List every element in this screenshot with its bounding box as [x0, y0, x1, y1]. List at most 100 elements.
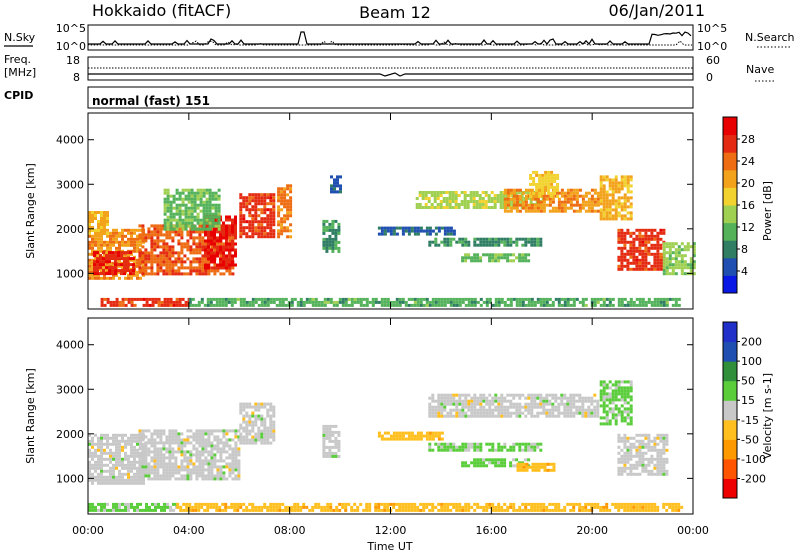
- power-cell: [171, 230, 175, 234]
- power-cell: [177, 242, 181, 246]
- power-cell: [257, 235, 261, 239]
- power-cell: [674, 263, 678, 267]
- power-cell: [224, 300, 228, 304]
- power-cell: [169, 300, 173, 304]
- power-cell: [283, 226, 287, 230]
- power-cell: [257, 229, 261, 233]
- power-cell: [635, 297, 639, 301]
- velocity-cell: [599, 395, 603, 399]
- power-cell: [563, 300, 567, 304]
- velocity-cell: [551, 396, 555, 400]
- velocity-cell: [464, 405, 468, 409]
- velocity-cell: [207, 459, 211, 463]
- velocity-cell: [201, 447, 205, 451]
- power-cell: [587, 203, 591, 207]
- power-cell: [623, 243, 627, 247]
- power-cell: [88, 273, 91, 277]
- power-cell: [88, 214, 91, 217]
- velocity-cell: [198, 441, 202, 445]
- velocity-cell: [138, 447, 142, 451]
- power-cell: [434, 237, 438, 241]
- velocity-cell: [94, 454, 97, 458]
- velocity-cell: [118, 481, 121, 485]
- power-cell: [111, 269, 114, 273]
- power-cell: [475, 191, 479, 194]
- power-cell: [665, 251, 669, 255]
- power-cell: [234, 242, 237, 246]
- velocity-cell: [225, 444, 229, 448]
- velocity-cell: [245, 411, 249, 415]
- power-cell: [401, 232, 405, 236]
- power-cell: [629, 231, 633, 235]
- power-cell: [210, 251, 213, 255]
- velocity-cell: [207, 450, 211, 454]
- power-cell: [153, 233, 157, 237]
- power-cell: [677, 254, 681, 258]
- power-cell: [260, 297, 264, 301]
- power-cell: [219, 236, 222, 240]
- velocity-cell: [488, 399, 492, 403]
- power-cell: [380, 303, 384, 307]
- velocity-cell: [557, 502, 561, 506]
- velocity-cell: [168, 453, 172, 457]
- power-cell: [445, 191, 449, 194]
- velocity-cell: [106, 433, 109, 437]
- velocity-cell: [437, 442, 441, 446]
- velocity-cell: [145, 508, 148, 512]
- velocity-cell: [392, 431, 396, 435]
- power-cell: [219, 266, 222, 270]
- velocity-cell: [449, 442, 453, 446]
- velocity-cell: [531, 468, 535, 472]
- power-cell: [614, 184, 618, 188]
- velocity-region: [176, 502, 684, 512]
- velocity-cell: [479, 414, 483, 418]
- power-cell: [515, 297, 519, 301]
- velocity-cell: [530, 399, 534, 403]
- velocity-cell: [195, 447, 199, 451]
- power-cell: [328, 246, 332, 250]
- power-cell: [334, 231, 338, 235]
- power-cell: [190, 194, 194, 198]
- power-cell: [575, 200, 579, 204]
- velocity-cell: [106, 439, 109, 443]
- velocity-cell: [531, 465, 535, 469]
- power-cell: [239, 193, 243, 197]
- velocity-cell: [644, 505, 648, 509]
- power-cell: [413, 303, 417, 307]
- power-cell: [541, 173, 545, 177]
- velocity-cell: [404, 502, 408, 506]
- power-cell: [563, 203, 567, 207]
- power-cell: [683, 260, 687, 264]
- power-cell: [449, 303, 453, 307]
- velocity-cell: [100, 451, 103, 455]
- velocity-cell: [266, 402, 270, 406]
- power-cell: [493, 194, 497, 197]
- power-cell: [383, 303, 387, 307]
- velocity-cell: [443, 393, 447, 397]
- velocity-cell: [133, 505, 136, 509]
- power-cell: [269, 214, 273, 218]
- velocity-cell: [491, 402, 495, 406]
- velocity-cell: [186, 441, 190, 445]
- power-cell: [187, 200, 191, 204]
- power-cell: [668, 242, 672, 246]
- velocity-cell: [515, 442, 519, 446]
- power-cell: [557, 303, 561, 307]
- velocity-cell: [296, 505, 300, 509]
- power-cell: [103, 226, 106, 229]
- power-cell: [242, 217, 246, 221]
- velocity-cell: [620, 505, 624, 509]
- power-cell: [174, 272, 178, 276]
- power-cell: [184, 194, 188, 198]
- power-cell: [443, 232, 447, 236]
- velocity-cell: [623, 502, 627, 506]
- power-cell: [171, 266, 175, 270]
- power-cell: [638, 249, 642, 253]
- power-cell: [251, 196, 255, 200]
- power-cell: [395, 300, 399, 304]
- velocity-cell: [112, 508, 115, 512]
- power-cell: [162, 257, 166, 261]
- velocity-cell: [590, 414, 594, 418]
- power-cell: [542, 297, 546, 301]
- velocity-cell: [575, 502, 579, 506]
